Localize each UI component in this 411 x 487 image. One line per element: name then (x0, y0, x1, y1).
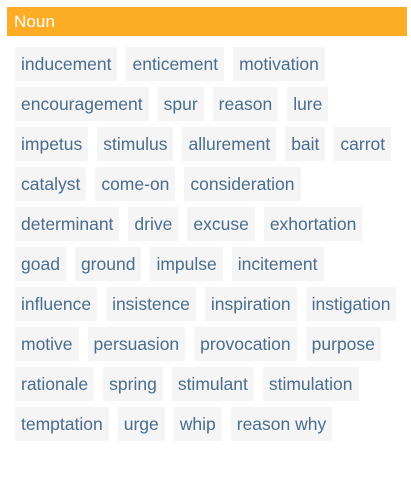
synonym-chip[interactable]: incitement (231, 247, 324, 281)
synonym-chip[interactable]: determinant (15, 207, 120, 241)
synonym-chip[interactable]: provocation (194, 327, 297, 361)
synonym-chip[interactable]: impetus (15, 127, 89, 161)
synonym-chip[interactable]: exhortation (263, 207, 363, 241)
synonym-chip[interactable]: bait (285, 127, 326, 161)
synonym-chip[interactable]: stimulus (97, 127, 174, 161)
section-header: Noun (7, 7, 407, 36)
synonym-chip[interactable]: motive (15, 327, 79, 361)
synonym-chip[interactable]: carrot (334, 127, 392, 161)
synonym-chip[interactable]: lure (287, 87, 329, 121)
synonym-chip[interactable]: insistence (106, 287, 196, 321)
synonym-chip[interactable]: enticement (126, 47, 225, 81)
synonym-chip[interactable]: excuse (187, 207, 255, 241)
synonym-chip[interactable]: encouragement (15, 87, 149, 121)
synonym-chip[interactable]: reason (212, 87, 279, 121)
synonym-chip[interactable]: inducement (15, 47, 118, 81)
synonym-chip[interactable]: come-on (95, 167, 176, 201)
synonym-chip[interactable]: spur (157, 87, 204, 121)
synonym-chip[interactable]: catalyst (15, 167, 87, 201)
synonym-chip[interactable]: inspiration (204, 287, 297, 321)
synonym-chip[interactable]: ground (74, 247, 142, 281)
synonym-chip[interactable]: spring (103, 367, 163, 401)
synonym-chip[interactable]: motivation (233, 47, 325, 81)
synonym-chip[interactable]: urge (117, 407, 165, 441)
synonym-chip[interactable]: drive (128, 207, 179, 241)
synonym-chip[interactable]: impulse (150, 247, 223, 281)
synonym-list: inducement enticement motivation encouragem… (15, 47, 407, 441)
synonym-chip[interactable]: reason why (230, 407, 333, 441)
synonym-chip[interactable]: rationale (15, 367, 95, 401)
synonym-chip[interactable]: goad (15, 247, 66, 281)
synonym-chip[interactable]: persuasion (87, 327, 186, 361)
synonym-chip[interactable]: influence (15, 287, 98, 321)
synonym-chip[interactable]: stimulation (262, 367, 359, 401)
synonym-chip[interactable]: consideration (184, 167, 301, 201)
synonym-chip[interactable]: purpose (305, 327, 381, 361)
synonym-chip[interactable]: stimulant (171, 367, 254, 401)
section-title: Noun (14, 11, 56, 31)
synonym-chip[interactable]: temptation (15, 407, 109, 441)
synonym-chip[interactable]: instigation (305, 287, 397, 321)
synonym-chip[interactable]: whip (173, 407, 222, 441)
synonym-chip[interactable]: allurement (182, 127, 277, 161)
